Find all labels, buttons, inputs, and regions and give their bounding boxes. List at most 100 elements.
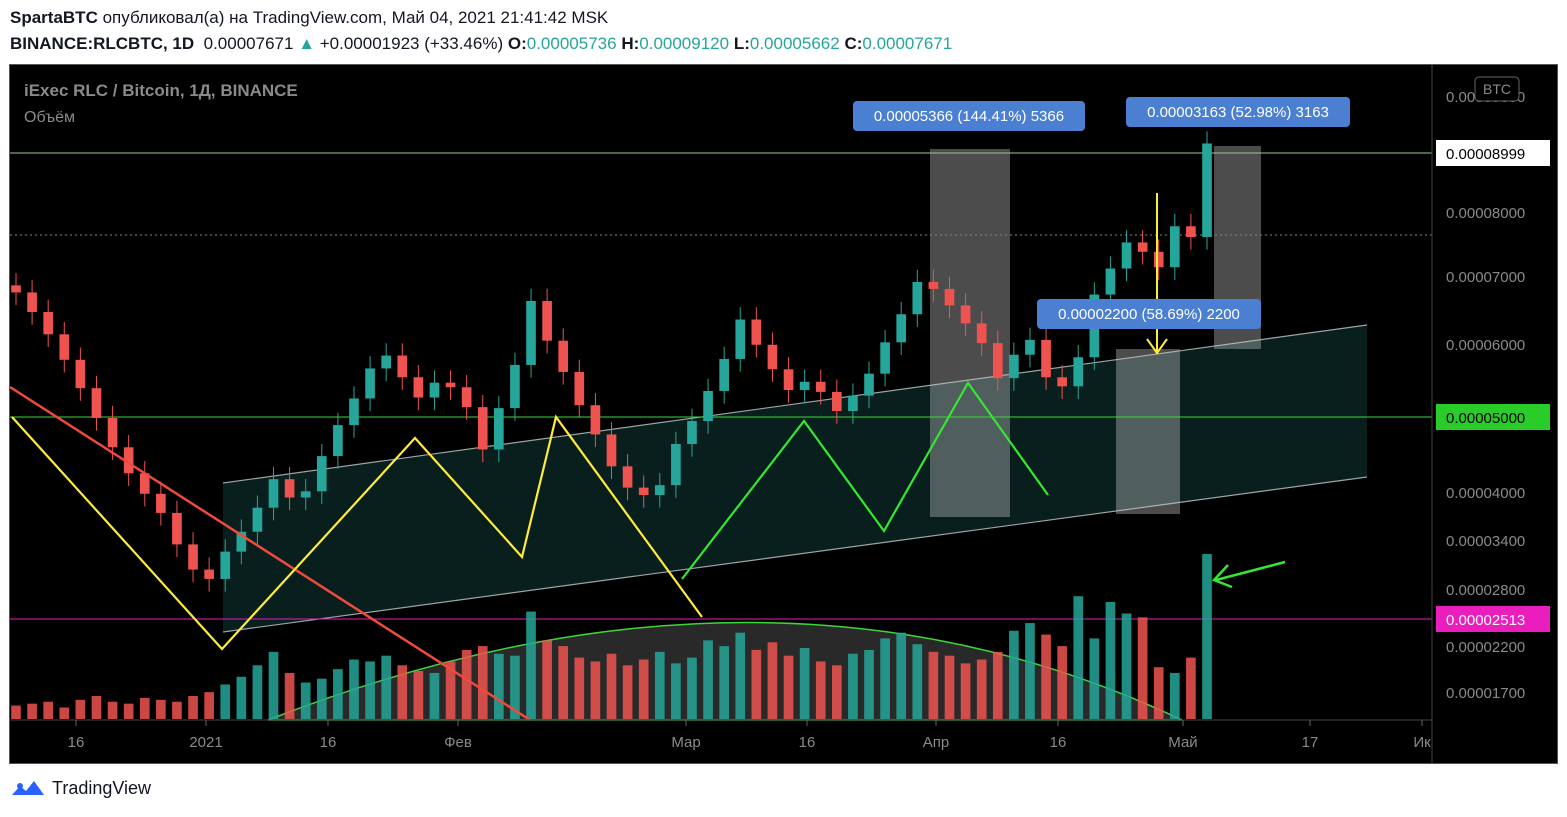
time-tick-label: 16	[799, 734, 816, 751]
candle-body	[799, 381, 810, 391]
candle-body	[848, 395, 858, 412]
candle-body	[300, 491, 311, 498]
measure-label-box	[853, 101, 1085, 131]
volume-bar	[1057, 646, 1067, 719]
price-tick-label: 0.00003400	[1446, 533, 1525, 550]
volume-bar	[1105, 601, 1116, 719]
candle-body	[992, 343, 1003, 379]
candle-body	[574, 371, 585, 406]
brand-name: TradingView	[52, 777, 152, 798]
candle-body	[139, 473, 150, 494]
low-label: L:	[733, 34, 750, 53]
candle-body	[1202, 143, 1212, 237]
candle-body	[928, 281, 939, 289]
candle-body	[268, 479, 279, 508]
volume-bar	[831, 665, 842, 719]
candle-body	[1186, 226, 1196, 237]
volume-bar	[735, 632, 746, 719]
volume-bar	[156, 699, 166, 719]
volume-bar	[59, 707, 70, 719]
volume-bar	[864, 649, 874, 719]
footer-brand[interactable]: TradingView	[10, 777, 151, 799]
volume-bar	[123, 703, 134, 719]
volume-bar	[783, 655, 794, 719]
volume-bar	[75, 699, 86, 719]
candle-body	[831, 391, 842, 412]
price-tick-label: 0.00001700	[1446, 685, 1525, 702]
candle-body	[1153, 251, 1164, 268]
last-price: 0.00007671	[203, 34, 294, 53]
volume-bar	[574, 657, 585, 719]
measure-label-text: 0.00005366 (144.41%) 5366	[874, 108, 1064, 125]
volume-bar	[1121, 613, 1132, 719]
volume-bar	[1153, 667, 1164, 719]
candle-body	[75, 359, 86, 389]
candle-body	[912, 281, 923, 315]
volume-bar	[429, 672, 440, 719]
price-tick-label: 0.00006000	[1446, 337, 1525, 354]
candle-body	[27, 292, 37, 312]
low-value: 0.00005662	[749, 34, 840, 53]
candle-body	[783, 369, 794, 391]
candle-body	[638, 487, 649, 496]
volume-bar	[1009, 630, 1019, 719]
candle-body	[123, 447, 134, 474]
channel-lower-line	[222, 476, 1368, 633]
ascending-channel	[223, 325, 1367, 632]
volume-bar	[671, 663, 681, 719]
measure-label-box	[1037, 299, 1261, 329]
volume-bar	[751, 649, 762, 719]
volume-bar	[815, 661, 826, 719]
author-name[interactable]: SpartaBTC	[10, 8, 98, 27]
ohlc-line: BINANCE:RLCBTC, 1D 0.00007671 ▲ +0.00001…	[10, 34, 952, 54]
candle-body	[333, 425, 343, 457]
candle-body	[944, 288, 955, 306]
volume-bar	[91, 695, 102, 719]
candle-body	[1169, 226, 1180, 268]
volume-bar	[300, 682, 311, 719]
candle-body	[735, 319, 746, 359]
candle-body	[461, 387, 472, 408]
close-label: C:	[844, 34, 863, 53]
volume-bar	[461, 649, 472, 719]
candle-body	[477, 407, 488, 450]
volume-bar	[365, 661, 375, 719]
candle-body	[719, 358, 729, 391]
price-tick-label: 0.00002800	[1446, 582, 1525, 599]
volume-bar	[252, 665, 263, 719]
volume-bar	[510, 655, 520, 719]
volume-bar	[799, 648, 810, 719]
candle-body	[1009, 354, 1019, 379]
volume-bar	[896, 632, 907, 719]
yellow-arrow-head-icon	[1146, 338, 1168, 355]
chart-panel[interactable]: 0.00005366 (144.41%) 5366 0.00003163 (52.…	[9, 64, 1558, 764]
volume-bar	[316, 678, 327, 719]
volume-bar	[413, 671, 424, 719]
volume-bar	[349, 659, 359, 719]
candle-body	[236, 531, 247, 552]
time-tick-label: 17	[1302, 734, 1319, 751]
time-tick-label: Апр	[923, 734, 949, 751]
price-tick-label: 0.00004000	[1446, 485, 1525, 502]
volume-bar	[590, 661, 601, 719]
volume-bar	[139, 697, 150, 719]
candle-body	[510, 364, 520, 409]
candle-body	[1057, 377, 1067, 387]
volume-bar	[1137, 617, 1148, 719]
volume-bar	[236, 676, 247, 719]
volume-bar	[622, 665, 633, 719]
open-label: O:	[507, 34, 527, 53]
volume-bar	[1041, 634, 1051, 719]
candle-body	[1041, 339, 1051, 378]
candle-body	[413, 377, 424, 398]
candle-body	[880, 342, 890, 374]
price-chart[interactable]: 0.00005366 (144.41%) 5366 0.00003163 (52.…	[10, 65, 1557, 763]
volume-bar	[107, 701, 118, 719]
volume-bar	[445, 661, 456, 719]
volume-bar	[638, 659, 649, 719]
candle-body	[220, 551, 231, 579]
candle-body	[1025, 339, 1035, 355]
volume-bar	[268, 651, 279, 719]
green-arrow-line	[1215, 560, 1286, 582]
volume-bar	[848, 653, 858, 719]
